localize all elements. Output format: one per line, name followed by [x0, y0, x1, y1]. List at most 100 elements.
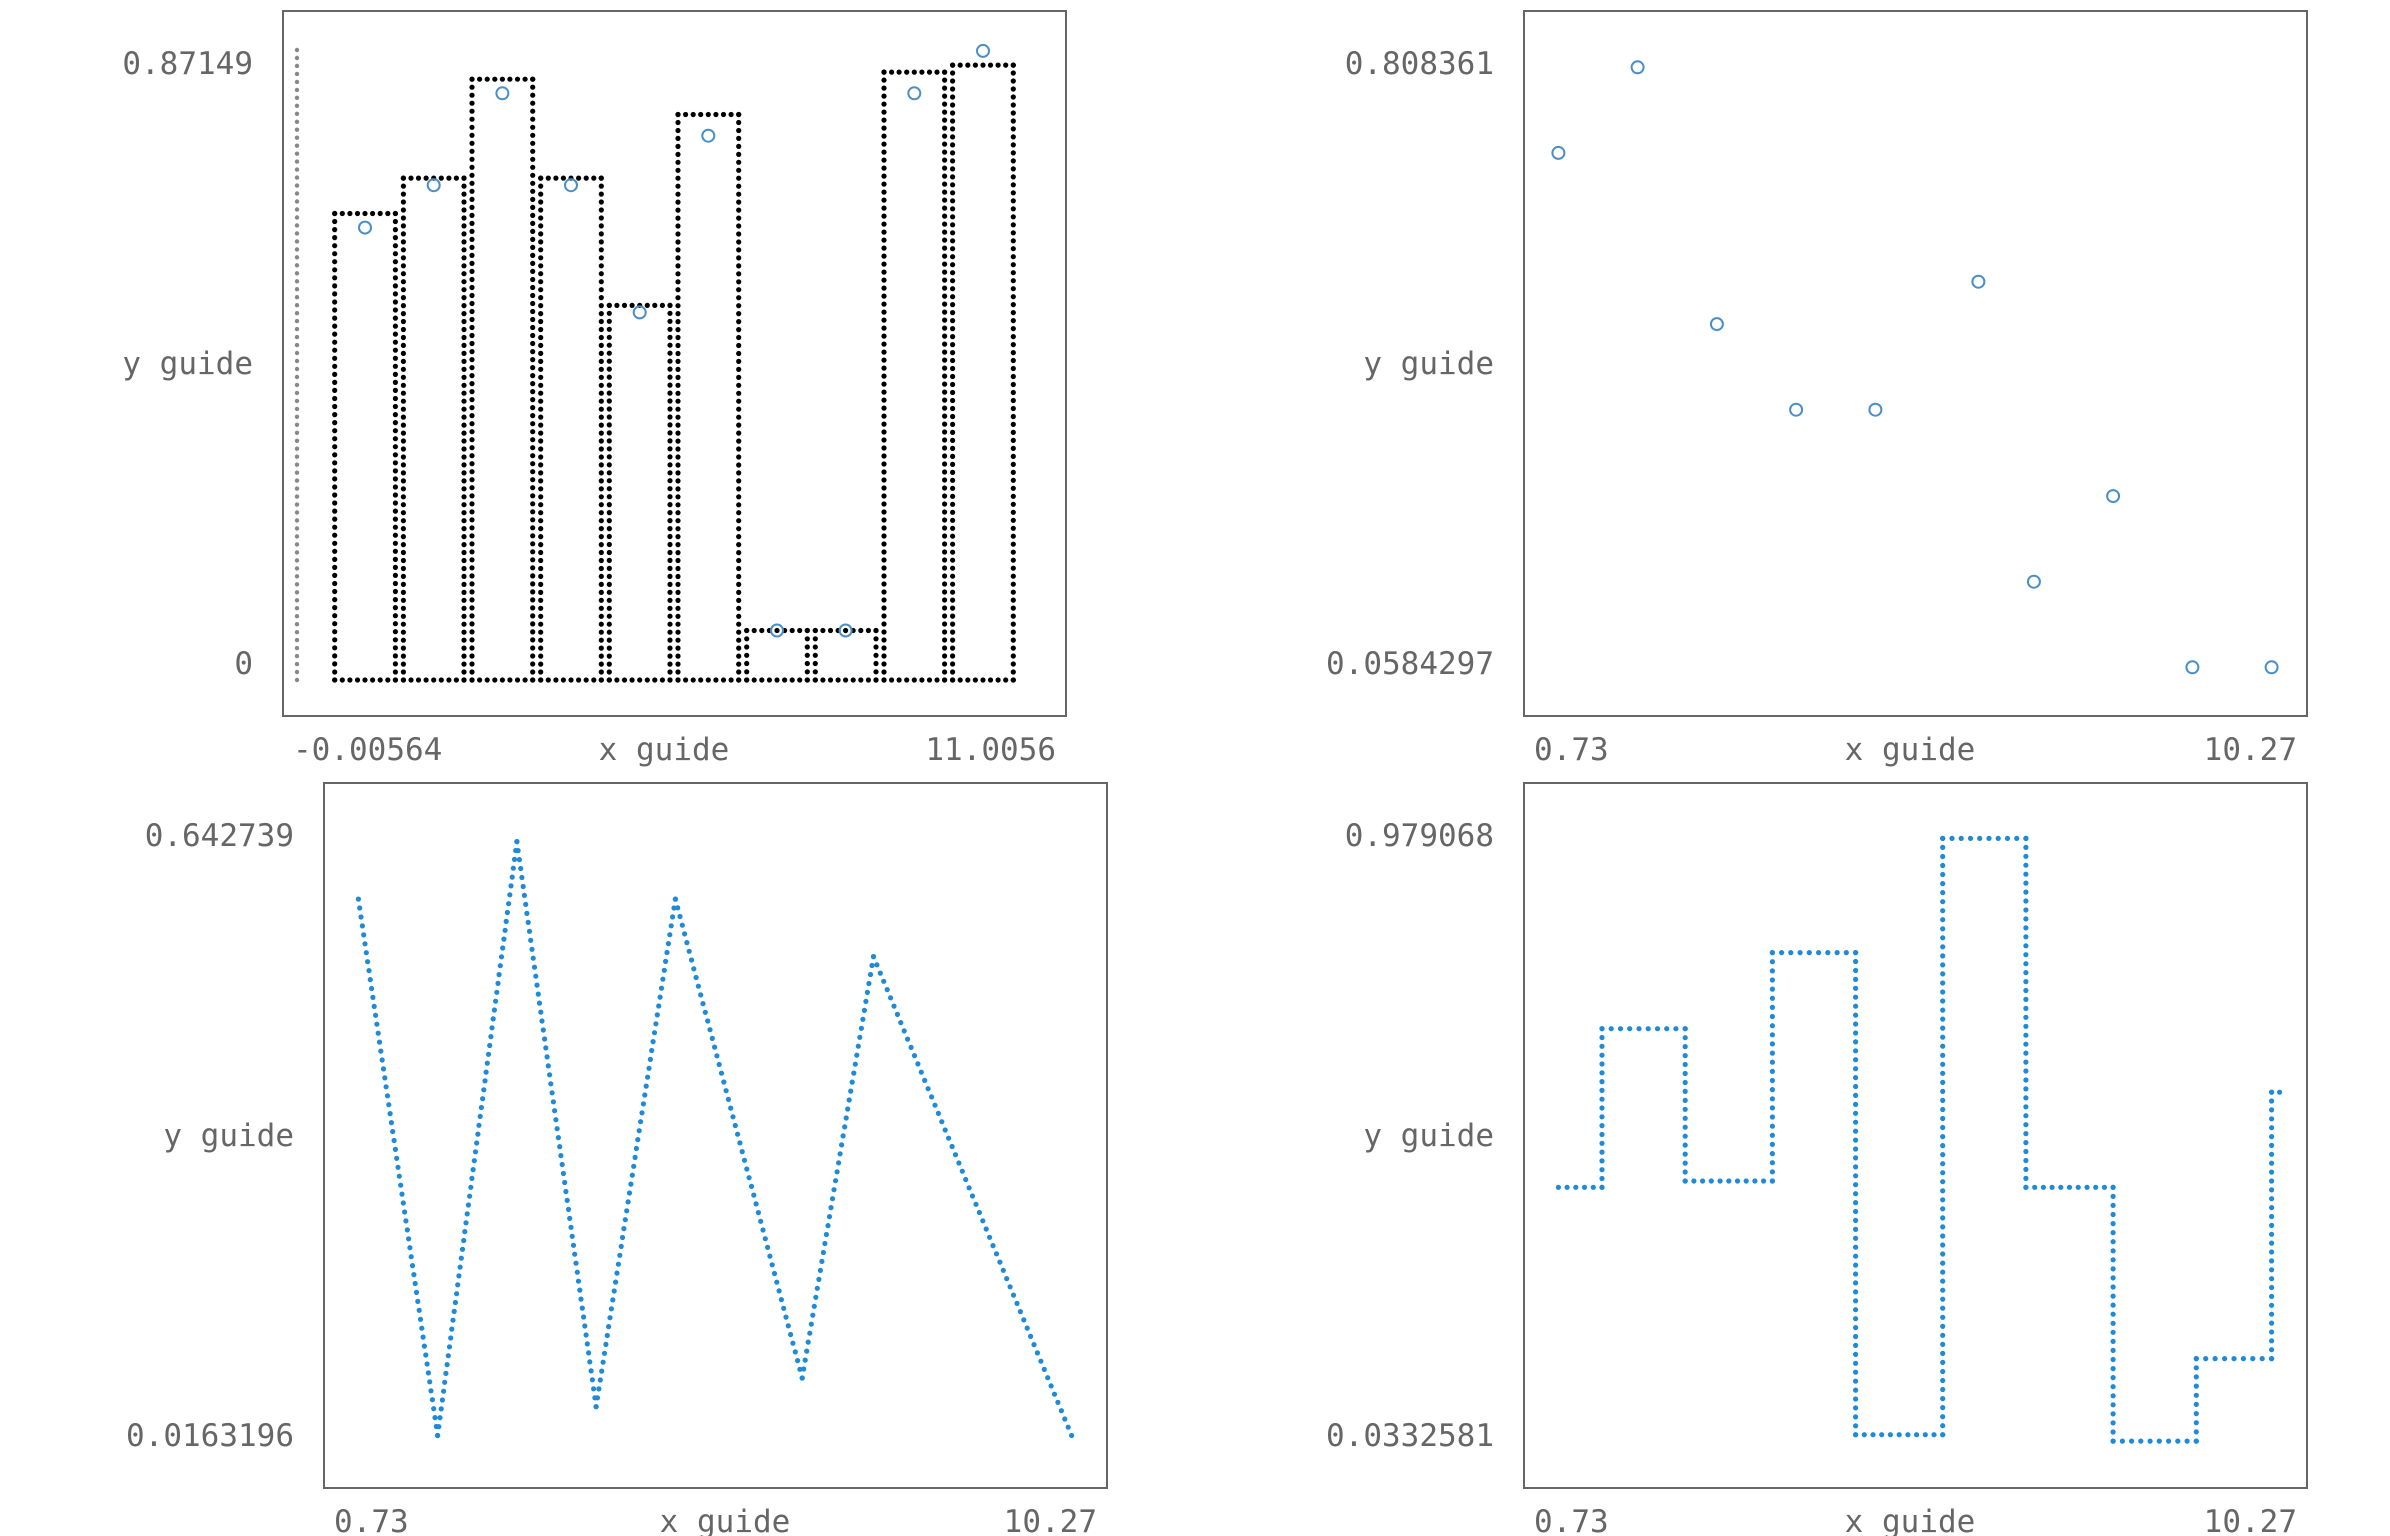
bar-outline — [507, 76, 513, 82]
series-line-dot — [2110, 1338, 2116, 1344]
axis-guide-line — [294, 653, 300, 659]
series-line-dot — [654, 1012, 660, 1018]
bar-outline — [598, 629, 604, 635]
series-line-dot — [709, 1035, 715, 1041]
bar-outline — [1010, 126, 1016, 132]
series-line-dot — [1940, 980, 1946, 986]
bar-outline — [881, 301, 887, 307]
bar-outline — [392, 444, 398, 450]
series-line-dot — [1599, 1087, 1605, 1093]
series-line-dot — [610, 1297, 616, 1303]
bar-outline — [950, 597, 956, 603]
bar-outline — [950, 222, 956, 228]
bar-outline — [812, 636, 818, 642]
bar-outline — [400, 303, 406, 309]
plot-frame — [1523, 10, 2308, 717]
bar-outline — [675, 446, 681, 452]
bar-outline — [538, 454, 544, 460]
series-line-dot — [932, 1102, 938, 1108]
series-line-dot — [472, 1149, 479, 1155]
bar-outline — [950, 86, 956, 92]
bar-outline — [942, 373, 948, 379]
bar-outline — [598, 526, 604, 532]
bar-outline — [598, 390, 604, 396]
series-line-dot — [842, 1124, 848, 1130]
bar-outline — [606, 414, 612, 420]
bar-outline — [942, 269, 948, 275]
bar-outline — [598, 661, 604, 667]
bar-outline — [606, 398, 612, 404]
axis-guide-line — [294, 366, 300, 372]
bar-outline — [332, 452, 338, 458]
bar-outline — [461, 629, 467, 635]
axis-guide-line — [294, 661, 300, 667]
bar-outline — [598, 542, 604, 548]
series-line-dot — [549, 1090, 555, 1096]
bar-outline — [736, 645, 742, 651]
bar-outline — [469, 220, 475, 226]
bar-outline — [728, 111, 734, 118]
series-line-dot — [1599, 1158, 1605, 1164]
bar-outline — [606, 406, 612, 412]
series-line-dot — [413, 1289, 420, 1295]
bar-outline — [675, 311, 681, 317]
bar-outline — [736, 430, 742, 436]
bar-outline — [332, 323, 338, 329]
bar-outline — [736, 534, 742, 540]
bar-outline — [339, 210, 345, 217]
bar-outline — [469, 188, 475, 194]
series-line-dot — [2023, 889, 2029, 895]
series-line-dot — [1977, 835, 1983, 842]
data-point — [1551, 145, 1566, 160]
bar-outline — [530, 349, 536, 355]
series-line-dot — [1853, 1244, 1859, 1250]
series-line-dot — [2066, 1184, 2073, 1190]
bar-outline — [736, 183, 742, 189]
axis-guide-line — [294, 566, 300, 571]
bar-outline — [675, 327, 681, 333]
bar-outline — [538, 382, 544, 388]
bar-outline — [736, 151, 742, 157]
series-line-dot — [1045, 1375, 1051, 1381]
bar-outline — [461, 549, 467, 556]
series-line-dot — [581, 1314, 587, 1320]
bar-outline — [881, 589, 887, 595]
series-line-dot — [510, 865, 516, 871]
bar-outline — [469, 421, 475, 427]
bar-outline — [332, 500, 338, 506]
bar-outline — [392, 548, 398, 554]
bar-outline — [538, 422, 544, 428]
bar-outline — [469, 493, 475, 499]
data-point — [770, 623, 784, 638]
bar-outline — [827, 677, 834, 683]
axis-guide-line — [294, 382, 300, 388]
series-line-dot — [1017, 1309, 1024, 1315]
bar-outline — [606, 581, 612, 588]
axis-guide-line — [294, 247, 300, 252]
bar-outline — [332, 572, 338, 579]
bar-outline — [942, 413, 948, 419]
bar-outline — [652, 302, 658, 308]
series-line-dot — [1940, 1061, 1946, 1067]
series-line-dot — [650, 1039, 656, 1045]
bar-outline — [461, 502, 467, 508]
bar-outline — [1010, 389, 1016, 396]
bar-outline — [332, 243, 338, 249]
series-line-dot — [1940, 1224, 1946, 1230]
bar-outline — [881, 421, 887, 427]
bar-outline — [820, 627, 826, 634]
bar-outline — [332, 379, 338, 385]
bar-outline — [332, 476, 338, 482]
bar-outline — [667, 669, 673, 675]
axis-guide-line — [294, 422, 300, 427]
series-line-dot — [529, 946, 535, 952]
series-line-dot — [593, 1404, 599, 1410]
bar-outline — [530, 324, 536, 331]
bar-outline — [530, 284, 536, 291]
bar-outline — [598, 199, 604, 205]
axis-guide-line — [294, 215, 300, 220]
bar-outline — [530, 645, 536, 651]
bar-outline — [339, 677, 345, 683]
series-line-dot — [362, 941, 368, 947]
bar-outline — [538, 494, 544, 500]
